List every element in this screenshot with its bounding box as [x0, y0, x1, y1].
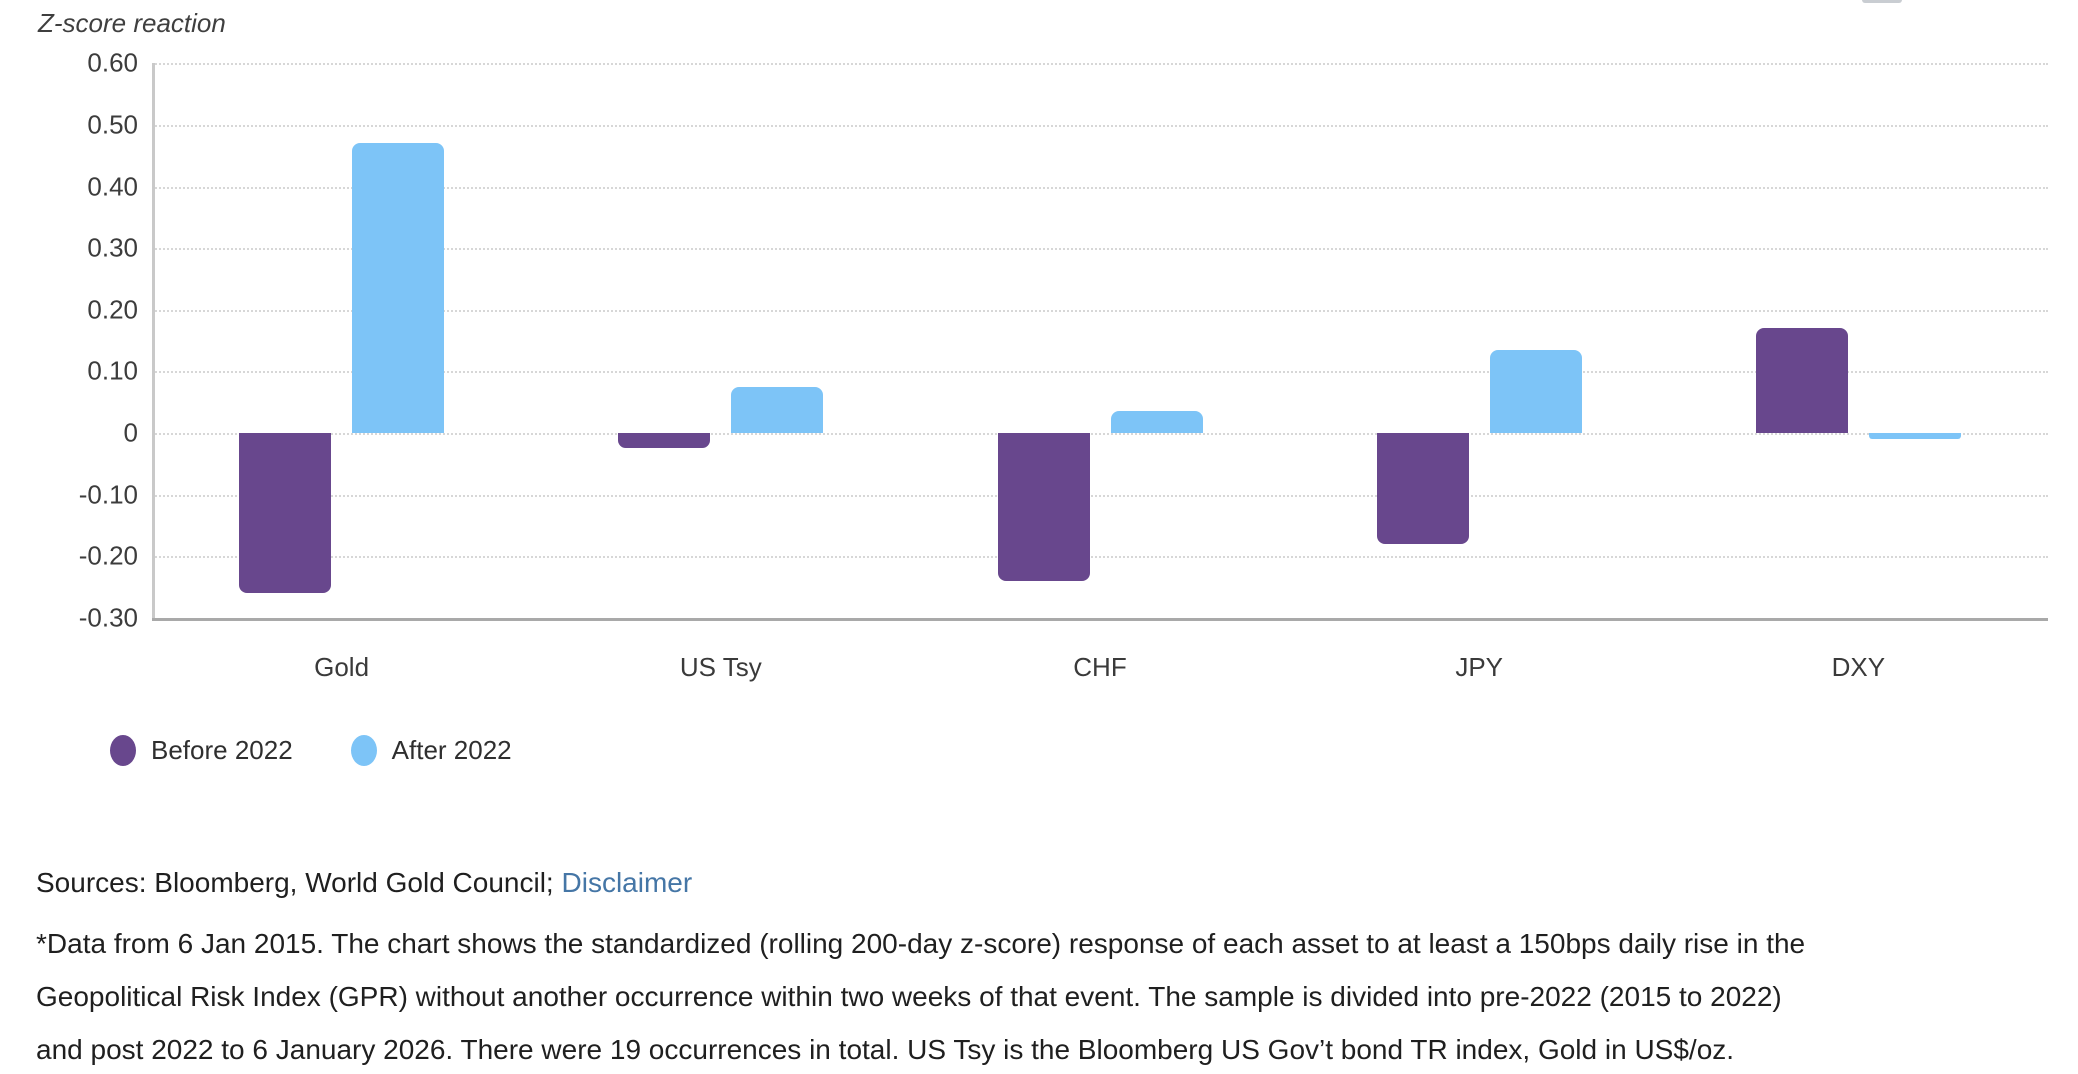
gridline-0-50 — [152, 125, 2048, 127]
scrollbar-remnant — [1862, 0, 1902, 3]
legend-dot-before-2022 — [110, 735, 136, 766]
sources-line: Sources: Bloomberg, World Gold Council; … — [36, 862, 2056, 904]
legend-item-after-2022[interactable]: After 2022 — [350, 735, 512, 766]
footnote-line-1: *Data from 6 Jan 2015. The chart shows t… — [36, 928, 1806, 959]
y-tick-label-0-30: 0.30 — [87, 232, 138, 263]
gridline-0-30 — [152, 248, 2048, 251]
y-tick-label-0-10: 0.10 — [87, 355, 138, 386]
x-tick-label-jpy: JPY — [1455, 652, 1504, 682]
x-tick-label-gold: Gold — [314, 652, 370, 682]
bar-us-tsy-before-2022 — [618, 433, 711, 449]
y-tick-label-0-60: 0.60 — [87, 47, 138, 78]
bar-dxy-before-2022 — [1755, 328, 1848, 433]
bar-dxy-after-2022 — [1868, 433, 1961, 440]
y-tick-label-0-20: 0.20 — [87, 294, 138, 325]
plot-area: 0.60 0.50 0.40 0.30 0.20 0.10 0 -0.10 -0.20 -0.30… — [78, 47, 2048, 682]
gridline--0-20 — [152, 556, 2048, 559]
legend-label-after-2022: After 2022 — [391, 735, 512, 765]
y-axis-line — [152, 63, 155, 618]
bar-gold-before-2022 — [239, 433, 332, 594]
footnote: *Data from 6 Jan 2015. The chart shows t… — [36, 917, 2056, 1074]
sources-text: Sources: Bloomberg, World Gold Council; — [36, 867, 562, 898]
legend-item-before-2022[interactable]: Before 2022 — [110, 735, 293, 766]
bar-chf-before-2022 — [997, 433, 1090, 581]
y-tick-label-0: 0 — [123, 417, 138, 448]
y-tick-label--0-30: -0.30 — [78, 602, 138, 633]
gridline-0-10 — [152, 371, 2048, 374]
bar-gold-after-2022 — [352, 143, 445, 433]
gridline-0-20 — [152, 309, 2048, 312]
x-tick-label-us-tsy: US Tsy — [679, 652, 762, 682]
x-tick-label-chf: CHF — [1073, 652, 1127, 682]
legend-dot-after-2022 — [350, 735, 377, 766]
footnote-line-3: and post 2022 to 6 January 2026. There w… — [36, 1034, 1735, 1065]
gridline-0-60 — [152, 63, 2048, 66]
chart-footer: Sources: Bloomberg, World Gold Council; … — [36, 862, 2056, 1074]
gridline--0-30 — [152, 617, 2048, 621]
footnote-line-2: Geopolitical Risk Index (GPR) without an… — [36, 981, 1782, 1012]
gridline--0-10 — [152, 494, 2048, 497]
bar-us-tsy-after-2022 — [731, 386, 824, 433]
y-tick-label-0-50: 0.50 — [87, 109, 138, 140]
chart-title: Z-score reaction — [38, 8, 226, 38]
bar-jpy-after-2022 — [1489, 349, 1582, 433]
gridline-0 — [152, 433, 2048, 435]
bar-jpy-before-2022 — [1376, 433, 1469, 544]
legend-label-before-2022: Before 2022 — [151, 735, 293, 765]
bar-chf-after-2022 — [1110, 411, 1203, 433]
disclaimer-link[interactable]: Disclaimer — [561, 867, 693, 898]
y-tick-label--0-20: -0.20 — [78, 540, 138, 571]
chart-legend: Before 2022 After 2022 — [110, 735, 512, 766]
gridline-0-40 — [152, 186, 2048, 189]
y-tick-label-0-40: 0.40 — [87, 171, 138, 202]
x-tick-label-dxy: DXY — [1831, 652, 1886, 682]
y-tick-label--0-10: -0.10 — [78, 479, 138, 510]
